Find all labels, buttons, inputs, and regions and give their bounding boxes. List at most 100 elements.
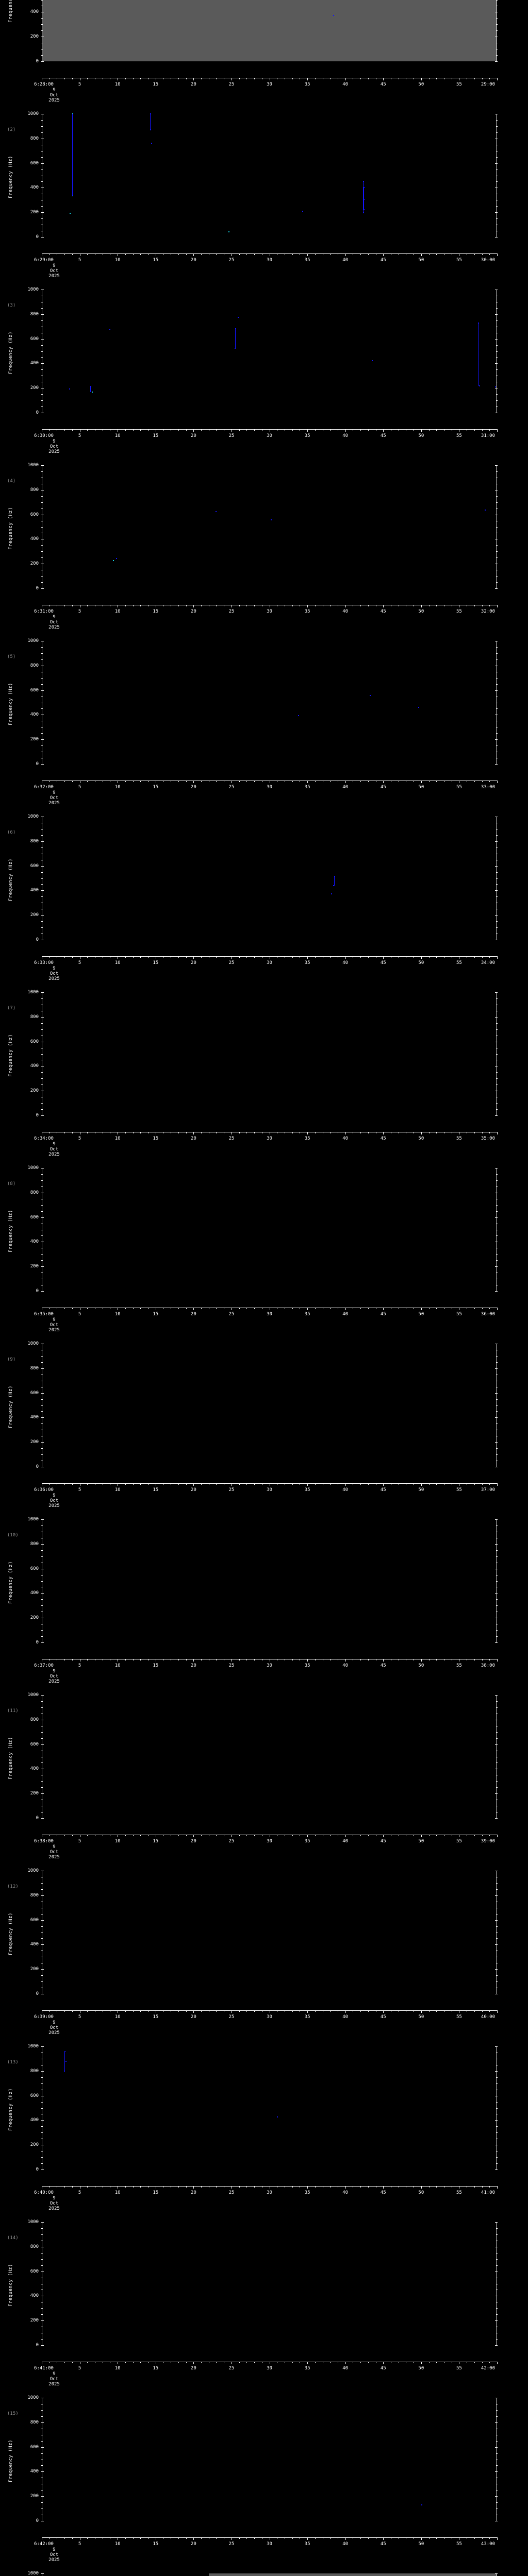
date-line: Oct: [50, 93, 59, 98]
x-tick-label: 5: [78, 2190, 81, 2195]
x-tick-label: 25: [228, 433, 235, 438]
x-tick-major: [421, 781, 422, 783]
x-tick-minor: [178, 1483, 179, 1485]
plot-area-11: 0 200 400 600 800 1000: [27, 1693, 498, 1821]
x-tick-major: [497, 253, 498, 256]
x-tick-minor: [368, 605, 369, 606]
x-tick-minor: [125, 2537, 126, 2539]
detection-mark: [72, 113, 73, 115]
x-tick-major: [307, 1132, 308, 1134]
y-tick-major-right: [495, 1944, 498, 1945]
y-tick-minor: [41, 1581, 43, 1582]
x-tick-minor: [360, 1132, 361, 1133]
x-tick-minor: [216, 781, 217, 782]
date-line: 2025: [48, 1328, 60, 1333]
x-tick-label: 5: [78, 2541, 81, 2547]
x-tick-minor: [482, 1483, 483, 1485]
x-tick-minor: [216, 605, 217, 606]
x-tick-minor: [201, 1659, 202, 1660]
x-tick-label: 50: [418, 2014, 424, 2020]
x-tick-minor: [133, 781, 134, 782]
x-tick-label: 5: [78, 1312, 81, 1317]
detection-trace: [64, 2051, 65, 2071]
x-tick-minor: [64, 2362, 65, 2363]
x-tick-major: [345, 1132, 346, 1134]
y-tick-major-right: [495, 465, 498, 466]
x-tick-minor: [360, 956, 361, 958]
x-tick-label: 50: [418, 2366, 424, 2371]
x-tick-major: [383, 1308, 384, 1310]
y-tick-label: 800: [30, 1014, 39, 1020]
detection-mark: [494, 386, 496, 388]
x-tick-minor: [87, 1132, 88, 1133]
y-tick-major: [41, 314, 44, 315]
x-tick-label: 45: [380, 258, 386, 263]
x-tick-minor: [64, 1308, 65, 1309]
x-axis-start-label: 6:28:00: [34, 82, 54, 87]
y-tick-minor-right: [496, 157, 498, 158]
x-tick-minor: [474, 429, 475, 431]
x-tick-minor: [239, 2537, 240, 2539]
x-tick-major: [497, 1659, 498, 1662]
x-tick-minor: [140, 429, 141, 431]
x-tick-major: [307, 2186, 308, 2189]
x-tick-minor: [436, 605, 437, 606]
y-tick-major: [41, 1695, 44, 1696]
y-tick-label: 400: [30, 1239, 39, 1245]
y-tick-major: [41, 1895, 44, 1896]
x-tick-major: [497, 1483, 498, 1486]
y-tick-minor-right: [496, 1362, 498, 1363]
date-line: Oct: [50, 2377, 59, 2382]
x-tick-major: [193, 1132, 194, 1134]
y-tick-minor-right: [496, 1581, 498, 1582]
y-tick-minor: [41, 1556, 43, 1557]
x-tick-major: [307, 429, 308, 432]
y-tick-label: 400: [30, 1942, 39, 1947]
detection-mark: [369, 695, 371, 697]
x-tick-minor: [330, 78, 331, 79]
x-tick-major: [383, 1483, 384, 1486]
x-tick-minor: [239, 2010, 240, 2012]
y-tick-minor: [41, 320, 43, 321]
x-tick-label: 50: [418, 1312, 424, 1317]
x-tick-minor: [315, 1835, 316, 1836]
x-tick-major: [383, 605, 384, 607]
x-tick-major: [345, 253, 346, 256]
x-tick-minor: [239, 253, 240, 255]
x-tick-major: [345, 1483, 346, 1486]
x-tick-minor: [186, 78, 187, 79]
x-tick-minor: [178, 1308, 179, 1309]
y-tick-minor-right: [496, 218, 498, 219]
x-tick-minor: [64, 1483, 65, 1485]
x-tick-label: 25: [228, 1839, 235, 1844]
x-tick-minor: [360, 429, 361, 431]
y-tick-major: [41, 1291, 44, 1292]
x-tick-major: [345, 429, 346, 432]
x-tick-major: [193, 781, 194, 783]
y-tick-major-right: [495, 2046, 498, 2047]
y-tick-minor-right: [496, 357, 498, 358]
x-tick-minor: [489, 2010, 490, 2012]
x-tick-major: [383, 781, 384, 783]
y-tick-major: [41, 1368, 44, 1369]
y-tick-minor-right: [496, 2259, 498, 2260]
y-tick-label: 600: [30, 512, 39, 517]
panel-number-label: (15): [7, 2411, 19, 2416]
y-tick-minor-right: [496, 2126, 498, 2127]
x-tick-minor: [186, 2010, 187, 2012]
y-tick-minor: [41, 1254, 43, 1255]
y-tick-major: [41, 237, 44, 238]
x-axis-end-label: 34:00: [481, 960, 495, 965]
x-tick-minor: [72, 1835, 73, 1836]
y-tick-minor-right: [496, 2339, 498, 2340]
panel-number-label: (9): [7, 1357, 16, 1362]
x-tick-label: 45: [380, 2014, 386, 2020]
x-tick-minor: [246, 1132, 248, 1133]
y-tick-minor: [41, 1448, 43, 1449]
y-tick-minor-right: [496, 2108, 498, 2109]
x-tick-minor: [436, 2362, 437, 2363]
x-tick-minor: [489, 78, 490, 79]
y-tick-minor-right: [496, 576, 498, 577]
y-tick-minor-right: [496, 1211, 498, 1212]
x-tick-minor: [489, 956, 490, 958]
